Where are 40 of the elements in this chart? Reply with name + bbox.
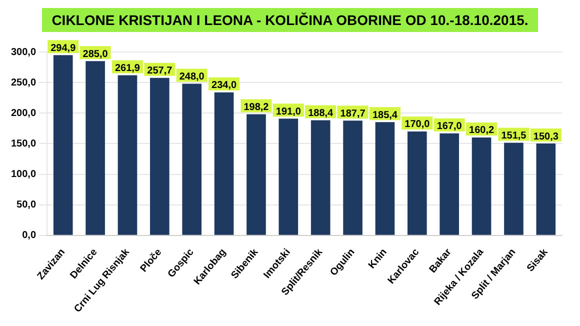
data-label: 248,0 <box>179 72 205 83</box>
bar <box>86 61 105 235</box>
y-tick-label: 0,0 <box>22 230 36 242</box>
y-tick-label: 50,0 <box>16 200 36 211</box>
y-tick-label: 250,0 <box>10 77 36 88</box>
data-label: 170,0 <box>404 119 430 130</box>
bar <box>278 118 298 235</box>
bar <box>246 114 266 235</box>
data-label: 188,4 <box>308 108 334 119</box>
data-label: 257,7 <box>147 66 173 77</box>
data-label: 294,9 <box>50 42 76 54</box>
bar <box>214 92 234 235</box>
data-label: 191,0 <box>276 106 302 118</box>
bar <box>182 84 202 235</box>
bar <box>536 144 556 235</box>
data-label: 167,0 <box>436 121 462 132</box>
y-tick-label: 150,0 <box>10 138 36 150</box>
chart-title: CIKLONE KRISTIJAN I LEONA - KOLIČINA OBORINE OD 10.-18.10.2015. <box>42 8 538 32</box>
bar <box>472 137 492 235</box>
y-tick-label: 200,0 <box>10 108 36 119</box>
bar <box>150 78 170 235</box>
bar <box>118 75 138 235</box>
data-label: 187,7 <box>340 108 366 120</box>
data-label: 234,0 <box>212 80 237 92</box>
data-label: 150,3 <box>533 131 559 142</box>
bar <box>408 131 427 235</box>
data-label: 160,2 <box>469 125 494 136</box>
bar <box>343 120 362 235</box>
y-tick-label: 100,0 <box>10 169 36 180</box>
bar <box>504 142 524 235</box>
data-label: 198,2 <box>244 102 270 113</box>
y-tick-label: 300,0 <box>10 46 36 58</box>
data-label: 261,9 <box>114 63 140 74</box>
bar <box>375 122 395 235</box>
data-label: 285,0 <box>82 48 108 60</box>
data-label: 185,4 <box>372 110 398 121</box>
data-label: 151,5 <box>501 130 527 142</box>
bar <box>310 120 330 235</box>
bar <box>53 55 73 235</box>
bar <box>440 133 460 235</box>
